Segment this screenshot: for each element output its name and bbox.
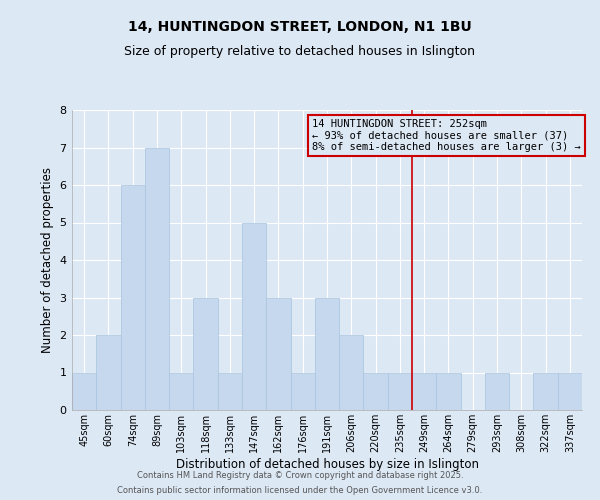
Bar	[145, 148, 169, 410]
Bar	[436, 372, 461, 410]
Y-axis label: Number of detached properties: Number of detached properties	[41, 167, 54, 353]
Bar	[218, 372, 242, 410]
Bar	[388, 372, 412, 410]
Bar	[290, 372, 315, 410]
Bar	[266, 298, 290, 410]
Bar	[364, 372, 388, 410]
Bar	[558, 372, 582, 410]
Text: Size of property relative to detached houses in Islington: Size of property relative to detached ho…	[125, 45, 476, 58]
Text: Contains HM Land Registry data © Crown copyright and database right 2025.: Contains HM Land Registry data © Crown c…	[137, 471, 463, 480]
Bar	[121, 185, 145, 410]
Text: Contains public sector information licensed under the Open Government Licence v3: Contains public sector information licen…	[118, 486, 482, 495]
Bar	[169, 372, 193, 410]
Bar	[485, 372, 509, 410]
Bar	[315, 298, 339, 410]
Bar	[412, 372, 436, 410]
Bar	[96, 335, 121, 410]
Bar	[193, 298, 218, 410]
Bar	[242, 222, 266, 410]
Bar	[339, 335, 364, 410]
X-axis label: Distribution of detached houses by size in Islington: Distribution of detached houses by size …	[176, 458, 479, 470]
Bar	[72, 372, 96, 410]
Bar	[533, 372, 558, 410]
Text: 14, HUNTINGDON STREET, LONDON, N1 1BU: 14, HUNTINGDON STREET, LONDON, N1 1BU	[128, 20, 472, 34]
Text: 14 HUNTINGDON STREET: 252sqm
← 93% of detached houses are smaller (37)
8% of sem: 14 HUNTINGDON STREET: 252sqm ← 93% of de…	[312, 119, 580, 152]
